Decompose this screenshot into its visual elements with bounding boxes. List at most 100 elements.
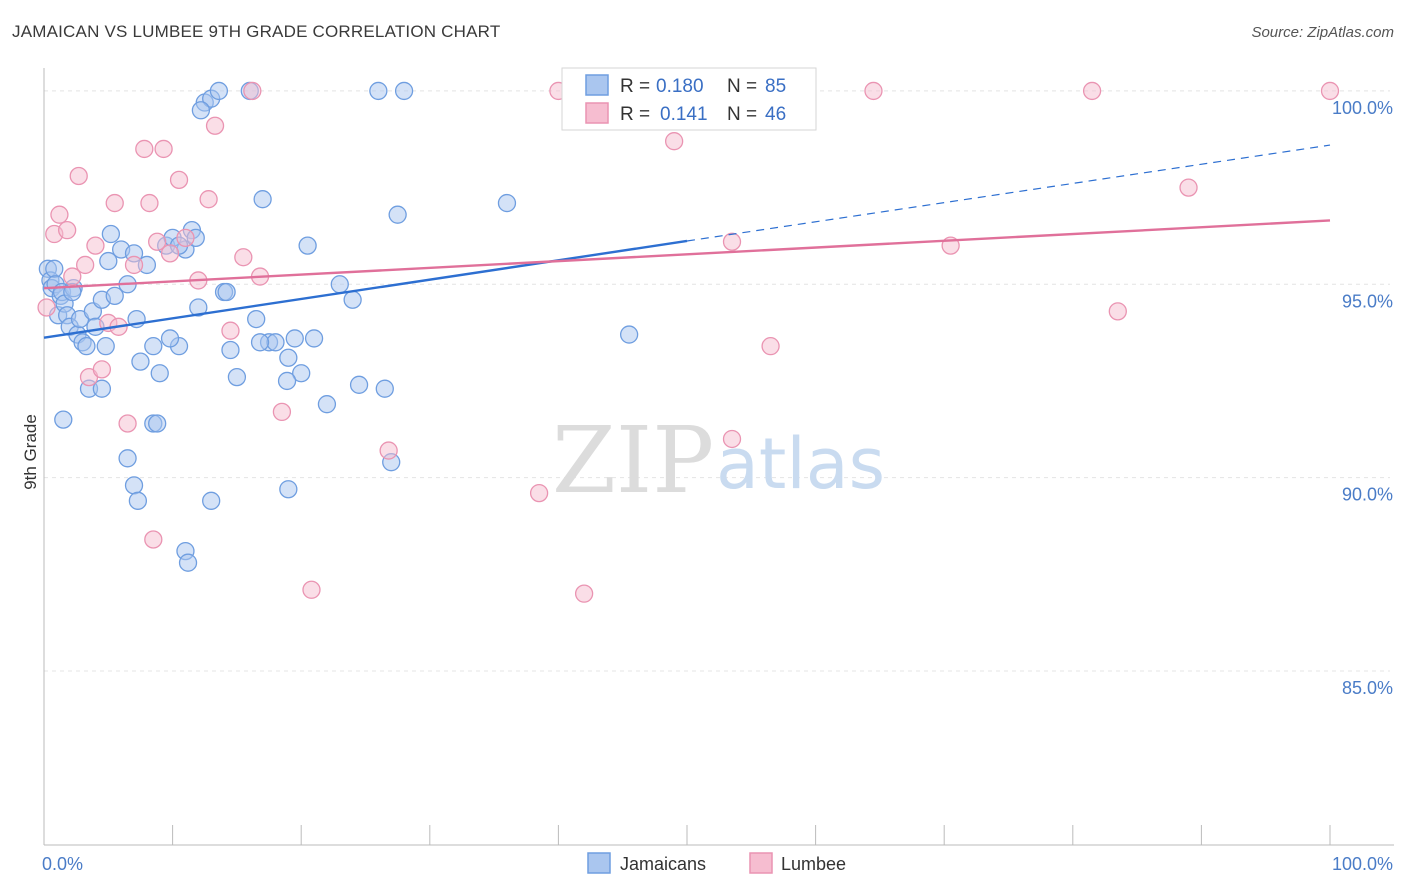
y-tick-label-0: 100.0% xyxy=(1332,98,1393,118)
legend-n-label-jamaicans: N = xyxy=(727,76,757,97)
jamaicans-point-66 xyxy=(118,449,137,468)
jamaicans-point-63 xyxy=(619,325,639,344)
lumbee-point-2 xyxy=(50,205,69,224)
lumbee-point-39 xyxy=(864,81,883,101)
lumbee-point-15 xyxy=(135,139,154,159)
jamaicans-point-72 xyxy=(178,553,198,572)
x-tick-labels: 0.0% 100.0% xyxy=(42,854,1393,874)
legend-r-value-jamaicans: 0.180 xyxy=(656,76,704,97)
lumbee-point-38 xyxy=(761,337,780,356)
jamaicans-point-84 xyxy=(277,371,297,391)
lumbee-point-32 xyxy=(529,483,549,503)
jamaicans-point-51 xyxy=(304,329,324,348)
jamaicans-point-41 xyxy=(227,367,247,387)
jamaicans-point-47 xyxy=(279,348,298,367)
jamaicans-point-70 xyxy=(148,414,167,433)
legend: R = 0.180 N = 85 R = 0.141 N = 46 xyxy=(561,67,817,131)
jamaicans-point-55 xyxy=(349,375,369,394)
jamaicans-points xyxy=(38,81,639,572)
jamaicans-point-74 xyxy=(279,480,298,499)
jamaicans-point-57 xyxy=(375,379,394,398)
x-tick-label-0: 0.0% xyxy=(42,854,83,874)
lumbee-point-8 xyxy=(86,236,105,255)
lumbee-points xyxy=(37,81,1340,603)
lumbee-point-30 xyxy=(302,580,321,599)
lumbee-point-14 xyxy=(124,255,144,275)
lumbee-point-29 xyxy=(272,402,292,422)
jamaicans-point-77 xyxy=(217,282,236,302)
jamaicans-point-56 xyxy=(369,81,388,101)
lumbee-point-43 xyxy=(1179,178,1198,197)
watermark-zip: ZIP xyxy=(552,407,714,514)
watermark: ZIP atlas xyxy=(552,407,885,514)
y-tick-labels: 100.0% 95.0% 90.0% 85.0% xyxy=(1332,98,1393,698)
trendlines xyxy=(43,144,1331,339)
jamaicans-point-48 xyxy=(285,329,304,348)
legend-r-value-lumbee: 0.141 xyxy=(660,104,708,125)
jamaicans-point-60 xyxy=(394,81,414,101)
jamaicans-point-22 xyxy=(105,286,124,306)
lumbee-point-17 xyxy=(148,232,167,251)
lumbee-point-16 xyxy=(140,193,159,213)
lumbee-point-9 xyxy=(92,360,112,379)
lumbee-point-25 xyxy=(221,321,240,340)
jamaicans-point-21 xyxy=(101,224,121,244)
jamaicans-point-79 xyxy=(191,101,211,120)
jamaicans-point-65 xyxy=(92,379,112,398)
lumbee-trendline-2 xyxy=(43,219,1331,290)
x-tick-label-1: 100.0% xyxy=(1332,854,1393,874)
jamaicans-point-50 xyxy=(298,236,317,255)
legend-n-label-lumbee: N = xyxy=(727,104,757,125)
legend-swatch-jamaicans xyxy=(585,74,609,96)
lumbee-point-41 xyxy=(1082,81,1102,101)
bottom-legend-swatch-jamaicans xyxy=(587,852,611,874)
jamaicans-point-68 xyxy=(128,491,148,510)
y-axis-label: 9th Grade xyxy=(21,414,40,490)
jamaicans-point-3 xyxy=(45,259,64,278)
jamaicans-point-80 xyxy=(209,81,229,101)
jamaicans-point-36 xyxy=(189,298,208,317)
jamaicans-point-52 xyxy=(317,395,337,414)
jamaicans-point-44 xyxy=(253,190,272,209)
y-tick-label-2: 90.0% xyxy=(1342,485,1393,505)
watermark-atlas: atlas xyxy=(716,423,885,505)
jamaicans-point-64 xyxy=(54,410,73,429)
legend-n-value-jamaicans: 85 xyxy=(765,76,786,97)
jamaicans-trendline-0 xyxy=(43,239,688,339)
lumbee-point-5 xyxy=(69,166,88,186)
lumbee-point-11 xyxy=(105,193,124,213)
jamaicans-point-15 xyxy=(77,337,96,356)
bottom-legend-swatch-lumbee xyxy=(749,852,773,874)
jamaicans-point-82 xyxy=(96,337,115,356)
lumbee-point-20 xyxy=(169,170,189,190)
lumbee-point-42 xyxy=(1108,302,1127,321)
lumbee-point-26 xyxy=(234,248,253,267)
lumbee-point-35 xyxy=(664,132,684,151)
axes xyxy=(43,68,1394,846)
jamaicans-point-83 xyxy=(160,329,180,348)
lumbee-point-21 xyxy=(176,228,195,248)
jamaicans-point-78 xyxy=(250,333,270,352)
lumbee-point-18 xyxy=(154,139,173,159)
jamaicans-point-73 xyxy=(202,491,221,510)
jamaicans-point-40 xyxy=(221,340,240,360)
lumbee-point-13 xyxy=(118,414,137,433)
y-tick-label-3: 85.0% xyxy=(1342,678,1393,698)
jamaicans-point-67 xyxy=(124,476,144,495)
jamaicans-point-46 xyxy=(266,333,285,352)
jamaicans-trendline-1 xyxy=(686,144,1331,242)
chart-title: JAMAICAN VS LUMBEE 9TH GRADE CORRELATION… xyxy=(12,22,501,41)
lumbee-point-27 xyxy=(243,81,262,101)
lumbee-point-31 xyxy=(379,441,398,460)
lumbee-point-0 xyxy=(37,298,56,317)
bottom-legend: Jamaicans Lumbee xyxy=(587,852,846,874)
jamaicans-point-30 xyxy=(150,364,169,383)
jamaicans-point-20 xyxy=(99,251,118,271)
lumbee-point-3 xyxy=(57,220,77,240)
jamaicans-point-27 xyxy=(131,352,150,371)
lumbee-point-36 xyxy=(722,232,742,251)
legend-n-value-lumbee: 46 xyxy=(765,104,786,125)
lumbee-point-37 xyxy=(722,429,742,449)
lumbee-point-4 xyxy=(63,267,82,286)
